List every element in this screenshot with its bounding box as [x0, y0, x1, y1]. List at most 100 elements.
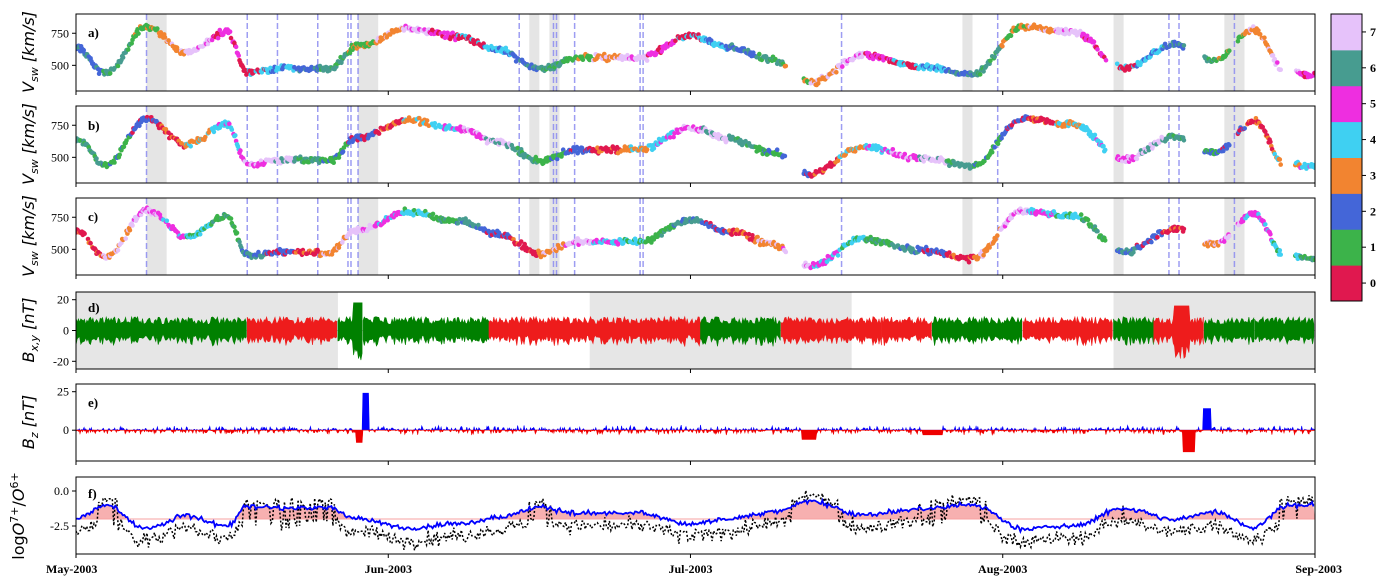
panel-a-point-1046 — [1103, 57, 1109, 63]
panel-c-point-155 — [228, 216, 234, 221]
panel-b-point-903 — [989, 150, 995, 155]
panel-b-point-596 — [667, 135, 673, 140]
panel-b-yticks: 500 750 — [51, 118, 76, 164]
panel-b-label: b) — [88, 118, 100, 133]
panel-a-point-56 — [129, 41, 134, 46]
panel-f-series-dotted — [76, 497, 1315, 535]
panel-c-point-1159 — [1268, 232, 1273, 237]
panel-c-point-336 — [411, 213, 416, 218]
panel-c-point-484 — [559, 246, 564, 251]
panel-b-point-354 — [432, 121, 438, 126]
panel-f-ylabel: logO7+/O6+ — [8, 472, 28, 559]
panel-b-point-1009 — [1092, 132, 1098, 138]
colorbar-tick-label-4: 4 — [1370, 133, 1376, 147]
panel-f-ylabel-sup6: 6+ — [8, 472, 21, 488]
panel-c-point-908 — [987, 245, 992, 250]
panel-b-point-131 — [203, 134, 208, 140]
panel-c-point-442 — [518, 239, 524, 244]
panel-c-point-1171 — [1278, 252, 1283, 257]
panel-a-ylabel: Vsw [km/s] — [19, 11, 41, 93]
panel-b-point-349 — [424, 118, 430, 123]
panel-b-point-580 — [651, 146, 657, 151]
panel-c-point-1009 — [1085, 217, 1091, 223]
panel-c-point-1170 — [1277, 248, 1283, 253]
panel-d-field-fill-7 — [780, 316, 882, 346]
panel-a-point-44 — [115, 63, 121, 69]
date-tick-label-0: May-2003 — [46, 562, 97, 576]
date-tick-label-4: Sep-2003 — [1295, 562, 1342, 576]
panel-b-point-49 — [121, 144, 127, 149]
panel-a-point-53 — [125, 47, 131, 52]
panel-a-point-1158 — [1251, 24, 1256, 29]
panel-b-frame — [75, 105, 1316, 184]
panel-d: -20 0 20 d) Bx,y [nT] — [19, 291, 1316, 373]
panel-f-ytick-label-0: -2.5 — [50, 519, 69, 533]
panel-c-point-47 — [123, 236, 128, 241]
panel-c-point-165 — [237, 239, 242, 245]
panel-a-yticks: 500 750 — [51, 26, 76, 72]
panel-c-point-464 — [538, 254, 544, 260]
panel-b-point-155 — [227, 121, 232, 127]
panel-c-point-11 — [85, 236, 91, 242]
panel-a-point-772 — [840, 64, 845, 69]
panel-c-point-65 — [138, 212, 144, 218]
panel-b-point-956 — [1041, 116, 1046, 122]
panel-e-ylabel-sub: z — [28, 432, 41, 439]
panel-a-ylabel-unit: [km/s] — [19, 11, 38, 67]
panel-a-point-165 — [236, 53, 241, 58]
panel-c-point-1112 — [1215, 243, 1221, 248]
panel-d-field-fill-3 — [362, 315, 490, 347]
panel-b-point-332 — [406, 115, 412, 120]
panel-b-point-1158 — [1272, 151, 1277, 157]
panel-a-point-1024 — [1081, 31, 1087, 37]
panel-a-point-616 — [673, 38, 678, 43]
colorbar-cell-5 — [1331, 85, 1362, 123]
panel-c-point-886 — [966, 259, 972, 265]
panel-b-point-895 — [982, 158, 987, 164]
panel-a-point-522 — [580, 57, 586, 62]
panel-c-point-915 — [995, 233, 1000, 238]
panel-a-point-730 — [783, 63, 789, 69]
panel-c-ylabel: Vsw [km/s] — [19, 195, 41, 277]
panel-c-point-1046 — [1131, 250, 1136, 255]
panel-b-point-184 — [258, 158, 264, 163]
panel-e-ylabel: Bz [nT] — [19, 395, 41, 449]
panel-b-point-661 — [730, 134, 735, 140]
panel-b-ytick-label-0: 500 — [51, 150, 69, 164]
panel-b-point-39 — [112, 160, 117, 165]
panel-a-point-143 — [215, 35, 221, 41]
panel-c-point-1153 — [1263, 222, 1268, 227]
panel-c-point-754 — [835, 253, 841, 258]
panel-c: 500 750 c) Vsw [km/s] — [19, 195, 1316, 279]
panel-a-event-band-2 — [529, 14, 540, 91]
panel-b-point-1130 — [1242, 126, 1247, 131]
date-tick-label-3: Aug-2003 — [978, 562, 1027, 576]
panel-b-point-1093 — [1181, 138, 1187, 143]
panel-e-yticks: 0 25 — [57, 385, 76, 437]
panel-a-point-947 — [1008, 33, 1014, 39]
panel-c-xticks — [75, 275, 1316, 279]
panel-b-point-909 — [995, 141, 1001, 146]
panel-c-point-347 — [423, 208, 428, 214]
panel-c-point-381 — [455, 221, 461, 226]
panel-e-positive-fill — [76, 392, 1315, 432]
panel-b-ytick-label-1: 750 — [51, 118, 69, 132]
panel-d-ylabel-sub: x,y — [28, 335, 41, 353]
panel-a-point-938 — [1000, 43, 1005, 49]
panel-b-point-712 — [782, 153, 788, 159]
panel-b-point-21 — [94, 156, 99, 161]
panel-a-point-362 — [422, 27, 427, 32]
panel-d-yticks: -20 0 20 — [53, 293, 76, 368]
panel-c-event-band-1 — [358, 198, 379, 275]
panel-a-point-9 — [81, 47, 86, 53]
panel-c-point-1071 — [1155, 235, 1160, 240]
panel-c-point-1001 — [1078, 212, 1084, 217]
panel-e-data — [76, 392, 1315, 453]
panel-c-point-356 — [430, 211, 436, 217]
panel-a-frame — [75, 13, 1316, 92]
panel-b-point-1044 — [1134, 156, 1140, 162]
panel-a-point-1181 — [1272, 56, 1277, 62]
panel-d-field-fill-1 — [246, 315, 337, 346]
panel-a-point-915 — [977, 72, 983, 77]
panel-d-field-fill-8 — [881, 315, 932, 346]
